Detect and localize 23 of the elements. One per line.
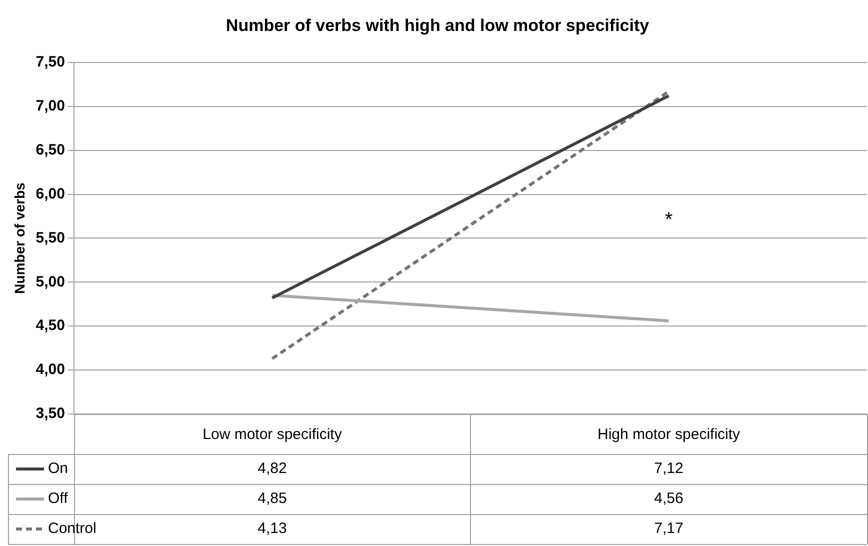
y-tick-label: 7,00: [36, 97, 65, 114]
y-tick-label: 5,00: [36, 273, 65, 290]
data-label: 4,13: [258, 520, 287, 538]
data-label: 4,56: [654, 490, 684, 508]
y-tick-label: 5,50: [36, 229, 65, 246]
annotation: *: [664, 209, 673, 232]
legend-label: On: [48, 460, 68, 478]
y-tick-label: 4,50: [36, 317, 65, 334]
data-label: 4,85: [258, 490, 287, 508]
y-tick-label: 4,00: [36, 361, 65, 378]
data-label: 7,12: [654, 460, 684, 478]
y-tick-label: 6,50: [36, 141, 65, 158]
y-axis-title: Number of verbs: [11, 182, 28, 294]
y-tick-label: 3,50: [36, 405, 65, 422]
x-tick-label: Low motor specificity: [202, 426, 342, 444]
y-tick-label: 6,00: [36, 185, 65, 202]
y-tick-label: 7,50: [36, 54, 65, 71]
data-label: 7,17: [654, 520, 684, 538]
chart-title: Number of verbs with high and low motor specificity: [226, 16, 650, 35]
data-label: 4,82: [258, 460, 287, 478]
x-tick-label: High motor specificity: [597, 426, 741, 444]
legend-label: Control: [48, 520, 96, 538]
legend-label: Off: [48, 490, 69, 508]
